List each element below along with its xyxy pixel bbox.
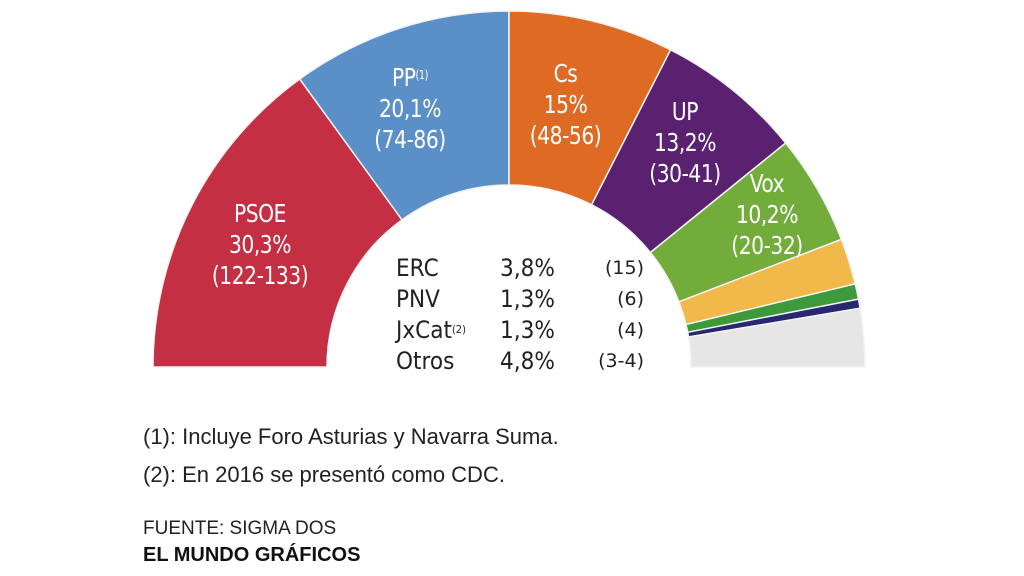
label-up: UP 13,2% (30-41) [636,96,735,189]
label-psoe: PSOE 30,3% (122-133) [188,198,332,291]
label-pp: PP(1) 20,1% (74-86) [352,62,469,155]
party-name: Vox [749,169,785,198]
party-percent: 13,2% [653,128,717,157]
party-seats: (122-133) [211,261,309,290]
party-percent: 10,2% [735,200,799,229]
segment-otros [687,307,866,368]
party-seats: (3-4) [598,350,644,372]
small-party-row: ERC 3,8% (15) [396,253,656,284]
party-name: Cs [553,59,578,88]
credit-line: EL MUNDO GRÁFICOS [143,544,361,566]
footnote-1: (1): Incluye Foro Asturias y Navarra Sum… [143,424,559,449]
party-percent: 15% [543,90,588,119]
party-seats: (30-41) [649,159,721,188]
small-parties-table: ERC 3,8% (15) PNV 1,3% (6) JxCat(2) 1,3%… [396,253,656,377]
label-vox: Vox 10,2% (20-32) [718,168,817,261]
source-line: FUENTE: SIGMA DOS [143,518,337,539]
party-seats: (48-56) [529,121,602,150]
small-party-row: PNV 1,3% (6) [396,284,656,315]
party-percent: 20,1% [378,94,442,123]
small-party-row: JxCat(2) 1,3% (4) [396,315,656,346]
party-seats: (4) [617,319,644,341]
party-seats: (15) [604,257,644,279]
party-name: UP [671,97,699,126]
party-name: ERC [396,254,439,282]
party-percent: 4,8% [500,347,555,375]
party-seats: (20-32) [731,231,803,260]
footnote-ref: (2) [451,323,466,336]
segment-psoe [152,77,404,368]
party-name: PP [392,63,416,92]
party-name: PSOE [233,199,286,228]
party-name: Otros [396,347,455,375]
label-cs: Cs 15% (48-56) [514,58,618,151]
party-seats: (6) [617,288,644,310]
party-seats: (74-86) [374,125,446,154]
party-name: JxCat(2) [396,316,466,344]
party-percent: 1,3% [500,316,555,344]
party-percent: 1,3% [500,285,555,313]
party-name: PNV [396,285,440,313]
party-percent: 30,3% [228,230,292,259]
footnote-2: (2): En 2016 se presentó como CDC. [143,462,505,487]
small-party-row: Otros 4,8% (3-4) [396,346,656,377]
party-percent: 3,8% [500,254,555,282]
footnote-ref: (1) [415,68,429,82]
footnotes: (1): Incluye Foro Asturias y Navarra Sum… [143,425,559,501]
